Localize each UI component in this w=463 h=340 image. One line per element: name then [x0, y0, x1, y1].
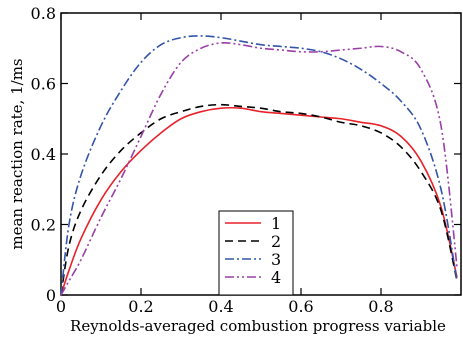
x-axis-label: Reynolds-averaged combustion progress va… [70, 317, 446, 335]
x-tick-label: 0 [56, 297, 66, 316]
series-line-3 [60, 35, 458, 296]
legend-label-4: 4 [271, 268, 281, 287]
y-tick-label: 0.8 [31, 4, 56, 23]
y-axis-label: mean reaction rate, 1/ms [8, 58, 26, 249]
x-tick-label: 0.6 [288, 297, 313, 316]
x-tick-label: 0.4 [208, 297, 233, 316]
series-line-2 [60, 103, 458, 296]
x-tick-label: 0.8 [368, 297, 393, 316]
series-lines [60, 35, 458, 296]
y-tick-label: 0.6 [31, 75, 56, 94]
legend-label-1: 1 [271, 214, 281, 233]
y-tick-label: 0.4 [31, 145, 56, 164]
legend-label-2: 2 [271, 232, 281, 251]
series-line-4 [60, 42, 458, 296]
legend-box [218, 210, 294, 296]
y-tick-label: 0.2 [31, 216, 56, 235]
y-tick-label: 0 [46, 286, 56, 305]
series-line-1 [60, 106, 458, 296]
x-tick-label: 0.2 [128, 297, 153, 316]
legend-label-3: 3 [271, 250, 281, 269]
